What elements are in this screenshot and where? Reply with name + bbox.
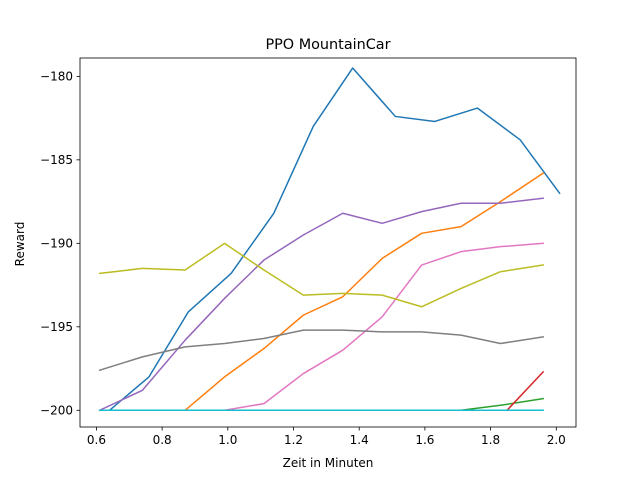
y-axis-label: Reward bbox=[13, 222, 27, 267]
axes-frame bbox=[79, 57, 577, 428]
y-tick-label: −200 bbox=[40, 404, 73, 418]
x-tick-label: 0.6 bbox=[87, 433, 106, 447]
series-line-4 bbox=[505, 370, 545, 412]
x-tick-label: 1.8 bbox=[481, 433, 500, 447]
series-line-7 bbox=[98, 329, 545, 372]
x-tick-label: 2.0 bbox=[547, 433, 566, 447]
y-tick-label: −180 bbox=[40, 70, 73, 84]
series-line-6 bbox=[98, 242, 544, 412]
y-tick-label: −185 bbox=[40, 153, 73, 167]
x-tick-label: 1.0 bbox=[218, 433, 237, 447]
x-axis-label: Zeit in Minuten bbox=[283, 456, 374, 470]
chart-title: PPO MountainCar bbox=[265, 37, 390, 53]
series-line-8 bbox=[98, 242, 545, 308]
x-axis: 0.6 0.8 1.0 1.2 1.4 1.6 1.8 2.0 bbox=[87, 427, 566, 447]
x-tick-label: 1.6 bbox=[415, 433, 434, 447]
x-tick-label: 1.4 bbox=[350, 433, 369, 447]
y-tick-label: −195 bbox=[40, 320, 73, 334]
plot-area bbox=[98, 67, 561, 412]
y-tick-label: −190 bbox=[40, 237, 73, 251]
series-line-1 bbox=[98, 67, 561, 412]
x-tick-label: 1.2 bbox=[284, 433, 303, 447]
x-tick-label: 0.8 bbox=[153, 433, 172, 447]
y-axis: −200 −195 −190 −185 −180 bbox=[40, 70, 80, 418]
series-line-2 bbox=[98, 172, 545, 412]
